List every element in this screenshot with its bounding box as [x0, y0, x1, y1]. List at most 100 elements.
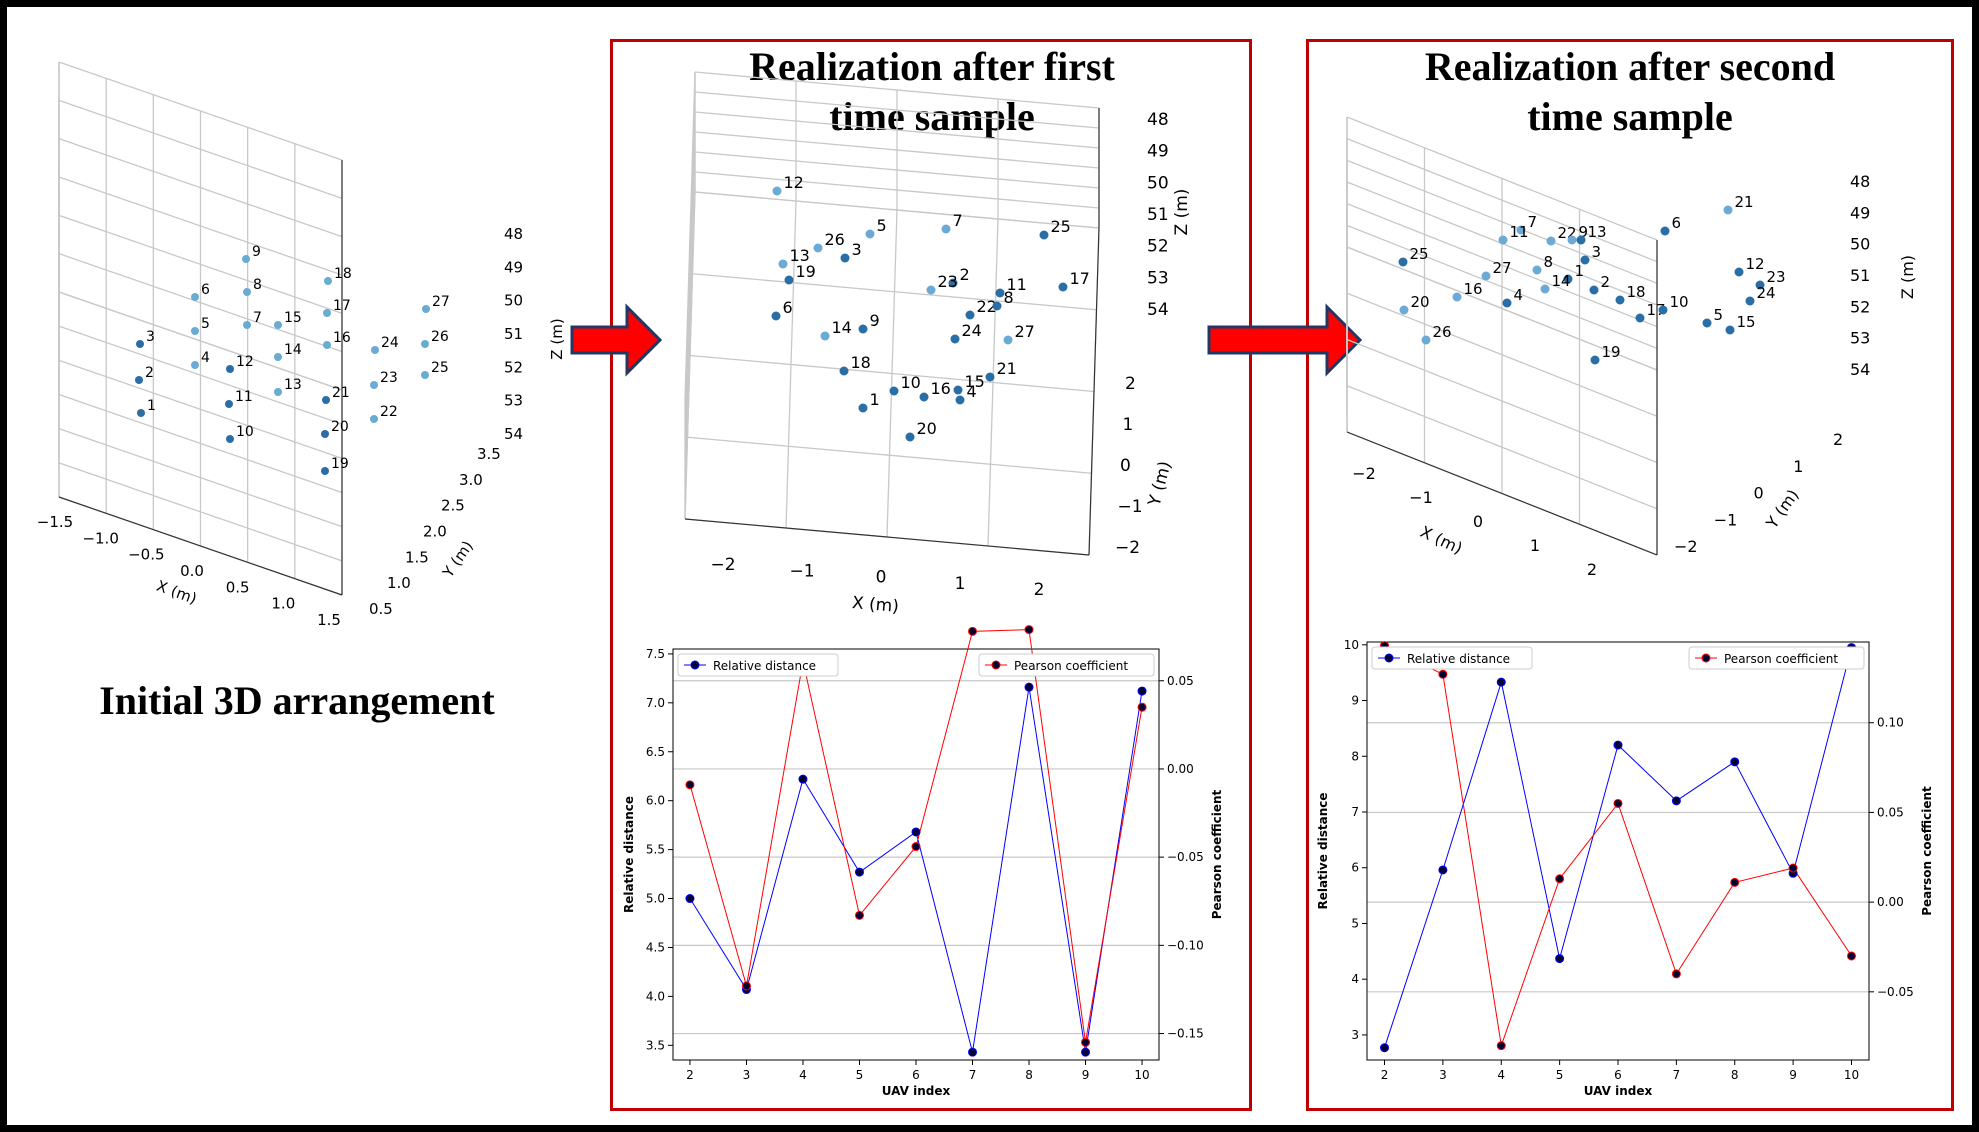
- x-tick-label: −2: [1352, 464, 1376, 483]
- uav-point: [772, 186, 782, 196]
- z-tick-label: 52: [504, 358, 523, 376]
- uav-point-label: 25: [1410, 245, 1429, 263]
- x-tick-label: −0.5: [128, 546, 164, 564]
- z-tick-label: 52: [1147, 237, 1169, 257]
- uav-point: [995, 288, 1005, 298]
- y-tick-label: 3.5: [477, 445, 501, 463]
- uav-point-label: 18: [334, 266, 352, 282]
- uav-point: [839, 366, 849, 376]
- x-tick-label: 5: [856, 1068, 864, 1082]
- x-tick-label: 2: [1587, 560, 1597, 579]
- y-tick-label: 3: [1351, 1028, 1359, 1042]
- first-panel-title-line2: time sample: [829, 94, 1035, 139]
- uav-point: [865, 229, 875, 239]
- grid-line: [692, 273, 1097, 311]
- relative-distance-marker: [854, 867, 864, 877]
- uav-point-label: 10: [236, 424, 254, 440]
- z-tick-label: 51: [504, 325, 523, 343]
- uav-point: [1576, 235, 1586, 245]
- y-tick-label: 5.0: [646, 892, 665, 906]
- uav-point: [1615, 295, 1625, 305]
- uav-point: [950, 334, 960, 344]
- uav-point: [243, 321, 251, 329]
- uav-point: [324, 277, 332, 285]
- pearson-coefficient-marker: [1555, 874, 1565, 884]
- uav-point-label: 24: [381, 335, 399, 351]
- x-tick-label: 10: [1844, 1068, 1859, 1082]
- uav-point-label: 19: [796, 262, 816, 281]
- pearson-coefficient-marker: [911, 842, 921, 852]
- x-tick-label: 4: [1497, 1068, 1505, 1082]
- uav-point-label: 20: [917, 419, 937, 438]
- z-tick-label: 54: [504, 425, 523, 443]
- uav-point-label: 24: [962, 321, 982, 340]
- y-tick-label: 7.5: [646, 647, 665, 661]
- uav-point-label: 17: [333, 298, 351, 314]
- x-tick-label: 6: [912, 1068, 920, 1082]
- z-tick-label: 50: [1147, 173, 1169, 193]
- x-tick-label: 5: [1556, 1068, 1564, 1082]
- uav-point-label: 25: [431, 360, 449, 376]
- uav-point-label: 3: [146, 329, 155, 345]
- uav-point: [371, 346, 379, 354]
- y2-tick-label: −0.05: [1167, 850, 1204, 864]
- uav-point-label: 1: [870, 390, 880, 409]
- plot-frame: [1366, 641, 1870, 1061]
- x-axis-line: [1346, 431, 1658, 556]
- uav-point-label: 8: [1544, 253, 1554, 271]
- uav-point: [1546, 236, 1556, 246]
- grid-line: [689, 354, 1095, 393]
- relative-distance-marker: [911, 827, 921, 837]
- uav-point-label: 4: [1514, 286, 1524, 304]
- z-tick-label: 50: [1850, 235, 1870, 254]
- initial-3d-plot: −1.5 −1.0 −0.5 0.0 0.5 1.0 1.5 0.5 1.0 1.5 2.0 2.5 3…: [37, 61, 566, 629]
- uav-point: [1481, 271, 1491, 281]
- x-tick-label: −1: [1409, 488, 1433, 507]
- y2-tick-label: 0.00: [1877, 895, 1904, 909]
- y-tick-label: 10: [1344, 638, 1359, 652]
- uav-point-label: 12: [1746, 255, 1765, 273]
- legend-box: [1371, 646, 1533, 670]
- pearson-coefficient-marker: [1024, 625, 1034, 635]
- second-line-chart: −0.05 0.00 0.05 0.10 3 4 5 6 7 8 9 10 2 3 4 5 6 7 8 9 10 UAV …: [1316, 638, 1934, 1098]
- y-tick-label: 7: [1351, 805, 1359, 819]
- uav-point: [323, 341, 331, 349]
- y-tick-label: 6.0: [646, 794, 665, 808]
- uav-point-label: 14: [832, 318, 852, 337]
- grid-line: [684, 71, 696, 400]
- uav-point: [1590, 355, 1600, 365]
- uav-point: [1498, 235, 1508, 245]
- right-arrow-icon: [1207, 303, 1363, 377]
- uav-point: [274, 321, 282, 329]
- legend-pearson-coefficient: Pearson coefficient: [978, 653, 1155, 677]
- pearson-coefficient-marker: [1730, 877, 1740, 887]
- uav-point: [370, 415, 378, 423]
- y-tick-label: 1: [1793, 457, 1803, 476]
- second-panel-title-line1: Realization after second: [1424, 44, 1836, 89]
- relative-distance-marker: [1081, 1047, 1091, 1057]
- uav-point: [955, 395, 965, 405]
- legend-marker: [1384, 653, 1394, 663]
- uav-point: [321, 430, 329, 438]
- plot-frame: [672, 648, 1160, 1061]
- uav-point: [778, 259, 788, 269]
- uav-point-label: 2: [1601, 273, 1611, 291]
- uav-point-label: 26: [1433, 323, 1452, 341]
- relative-distance-marker: [968, 1047, 978, 1057]
- uav-point: [274, 353, 282, 361]
- uav-point: [1399, 305, 1409, 315]
- uav-point-label: 5: [1714, 306, 1724, 324]
- uav-point-label: 6: [1672, 214, 1682, 232]
- uav-point: [858, 403, 868, 413]
- uav-point-label: 26: [825, 230, 845, 249]
- grid-line: [58, 214, 343, 314]
- pearson-coefficient-marker: [1438, 669, 1448, 679]
- x-tick-label: −1.0: [82, 529, 118, 547]
- uav-point: [226, 435, 234, 443]
- x-axis-line: [58, 496, 343, 596]
- y-axis-label: Relative distance: [622, 796, 636, 913]
- uav-point: [889, 386, 899, 396]
- z-tick-label: 50: [504, 292, 523, 310]
- relative-distance-marker: [1730, 757, 1740, 767]
- uav-point: [1702, 318, 1712, 328]
